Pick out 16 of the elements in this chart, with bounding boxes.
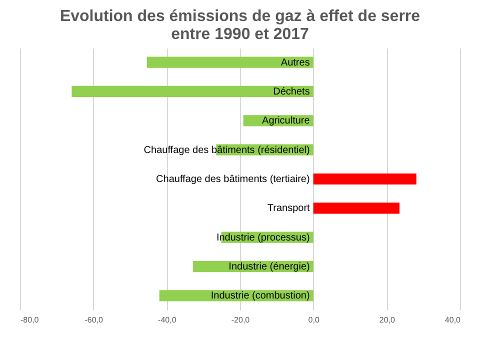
y-tick-label: Déchets (273, 86, 310, 98)
x-tick-label: 40,0 (444, 316, 462, 324)
x-tick-label: -60,0 (84, 316, 104, 324)
x-tick-label: 20,0 (379, 316, 396, 324)
y-tick-label: Transport (267, 203, 310, 214)
y-tick-label: Autres (280, 57, 310, 68)
y-tick-label: Industrie (combustion) (210, 290, 310, 302)
y-tick-label: Chauffage des bâtiments (tertiaire) (156, 174, 310, 185)
text: Evolution des émissions de gaz à effet de serre (60, 8, 420, 25)
text: entre 1990 et 2017 (171, 26, 309, 43)
y-tick-label: Industrie (énergie) (228, 262, 310, 273)
x-tick-label: -40,0 (158, 316, 177, 324)
y-tick-label: Agriculture (262, 116, 310, 127)
x-tick-label: -20,0 (231, 316, 250, 324)
x-tick-label: 0,0 (308, 316, 320, 324)
x-tick-label: -80,0 (20, 316, 40, 324)
